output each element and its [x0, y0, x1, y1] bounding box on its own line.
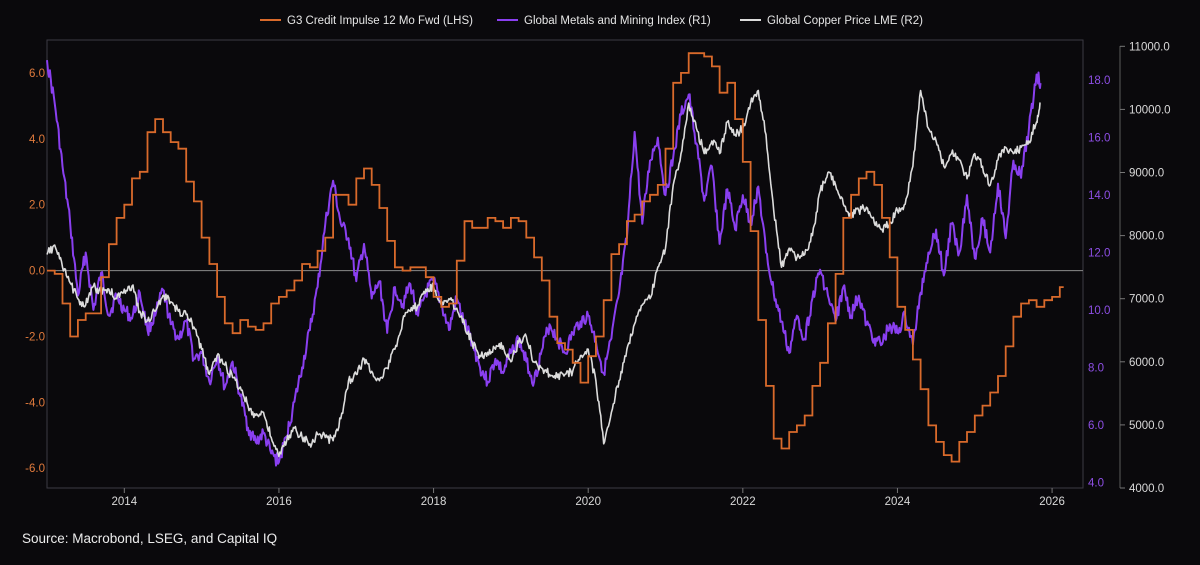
r2-axis-tick-label: 4000.0 [1129, 483, 1164, 495]
r1-axis-tick-label: 10.0 [1088, 305, 1110, 317]
source-note: Source: Macrobond, LSEG, and Capital IQ [22, 531, 277, 546]
left-axis-tick-label: 6.0 [29, 68, 45, 80]
series-line-credit-impulse [47, 52, 1064, 463]
r1-axis-tick-label: 18.0 [1088, 75, 1110, 87]
r2-axis-tick-label: 11000.0 [1129, 41, 1170, 53]
left-axis-tick-label: 0.0 [29, 266, 45, 278]
r2-axis-tick-label: 7000.0 [1129, 294, 1164, 306]
r1-axis-tick-label: 8.0 [1088, 362, 1104, 374]
series-layer [46, 52, 1064, 467]
axes-layer: 2014 2016 2018 2020 2022 2024 2026 6.0 4.0 2.0 0.0… [25, 41, 1170, 508]
legend-item-copper-price: Global Copper Price LME (R2) [740, 15, 923, 27]
x-tick-label: 2024 [885, 496, 911, 508]
r1-axis-tick-label: 6.0 [1088, 420, 1104, 432]
legend-label-copper-price: Global Copper Price LME (R2) [767, 15, 923, 27]
x-tick-label: 2022 [730, 496, 756, 508]
left-axis-tick-label: 2.0 [29, 200, 45, 212]
r2-axis-tick-label: 8000.0 [1129, 231, 1164, 243]
x-tick-label: 2016 [266, 496, 292, 508]
legend: G3 Credit Impulse 12 Mo Fwd (LHS) Global… [260, 15, 923, 27]
r1-axis-tick-label: 4.0 [1088, 477, 1104, 489]
series-line-metals-mining [46, 60, 1042, 467]
plot-frame [46, 39, 1084, 489]
x-tick-label: 2020 [575, 496, 601, 508]
r2-axis-tick-label: 5000.0 [1129, 420, 1164, 432]
x-tick-label: 2014 [112, 496, 138, 508]
x-tick-label: 2026 [1039, 496, 1065, 508]
legend-label-metals-mining: Global Metals and Mining Index (R1) [524, 15, 711, 27]
left-axis-tick-label: 4.0 [29, 134, 45, 146]
r1-axis-tick-label: 12.0 [1088, 248, 1110, 260]
r1-axis-tick-label: 16.0 [1088, 133, 1110, 145]
left-axis-tick-label: -4.0 [25, 397, 45, 409]
r2-axis-tick-label: 9000.0 [1129, 168, 1164, 180]
x-tick-label: 2018 [421, 496, 447, 508]
r2-axis-tick-label: 6000.0 [1129, 357, 1164, 369]
legend-item-credit-impulse: G3 Credit Impulse 12 Mo Fwd (LHS) [260, 15, 473, 27]
left-axis-tick-label: -6.0 [25, 463, 45, 475]
legend-label-credit-impulse: G3 Credit Impulse 12 Mo Fwd (LHS) [287, 15, 473, 27]
legend-item-metals-mining: Global Metals and Mining Index (R1) [497, 15, 711, 27]
series-line-copper-price [46, 89, 1041, 458]
r2-axis-tick-label: 10000.0 [1129, 104, 1171, 116]
r1-axis-tick-label: 14.0 [1088, 190, 1110, 202]
left-axis-tick-label: -2.0 [25, 331, 45, 343]
